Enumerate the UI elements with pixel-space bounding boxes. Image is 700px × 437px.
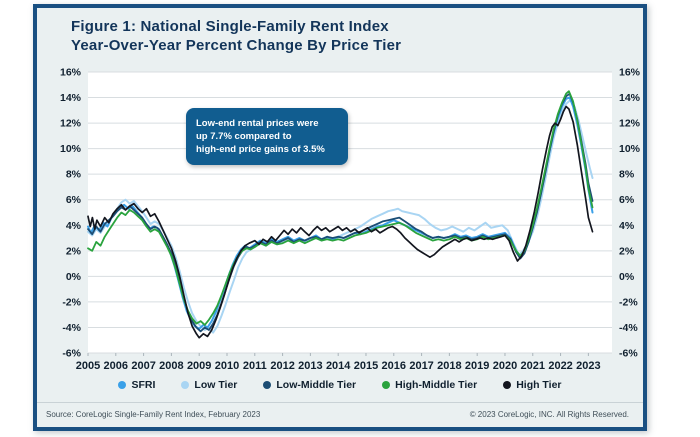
x-axis-label: 2023: [576, 360, 600, 372]
legend-dot-icon: [118, 381, 127, 389]
x-axis-label: 2018: [437, 360, 461, 372]
annotation-line1: Low-end rental prices were: [196, 118, 319, 129]
y-axis-label-right: 12%: [619, 118, 641, 130]
legend-label: High Tier: [516, 379, 562, 391]
legend-label: Low-Middle Tier: [276, 379, 357, 391]
legend-dot-icon: [503, 381, 512, 389]
y-axis-label-right: 16%: [619, 67, 641, 79]
y-axis-label-left: 16%: [60, 67, 82, 79]
x-axis-label: 2009: [187, 360, 211, 372]
y-axis-label-right: 14%: [619, 92, 641, 104]
figure-panel: Figure 1: National Single-Family Rent In…: [33, 4, 647, 431]
figure-title: Figure 1: National Single-Family Rent In…: [71, 17, 401, 55]
x-axis-label: 2010: [215, 360, 239, 372]
y-axis-label-right: 6%: [619, 194, 635, 206]
x-axis-label: 2016: [382, 360, 406, 372]
legend-item-high-middle-tier: High-Middle Tier: [382, 379, 477, 391]
y-axis-label-right: -4%: [619, 322, 638, 334]
plot-area: [88, 72, 612, 353]
y-axis-label-left: -2%: [62, 296, 81, 308]
annotation-line2: up 7.7% compared to: [196, 131, 292, 142]
y-axis-label-left: 14%: [60, 92, 82, 104]
x-axis-label: 2007: [131, 360, 155, 372]
x-axis-label: 2022: [548, 360, 572, 372]
figure-title-line2: Year-Over-Year Percent Change By Price T…: [71, 37, 402, 54]
y-axis-label-left: 6%: [66, 194, 82, 206]
line-chart: 16% 16% 14% 14% 12% 12% 10% 10% 8% 8% 6% 6% 4% 4% 2% 2%…: [60, 67, 641, 373]
series-line-high-tier: [87, 105, 594, 339]
legend-label: High-Middle Tier: [395, 379, 478, 391]
x-axis-label: 2020: [493, 360, 517, 372]
x-axis-label: 2017: [409, 360, 433, 372]
legend: SFRI Low Tier Low-Middle Tier High-Middle T…: [37, 379, 643, 391]
x-axis-label: 2012: [270, 360, 294, 372]
y-axis-label-right: 2%: [619, 245, 635, 257]
y-axis-label-left: 8%: [66, 169, 82, 181]
x-axis-label: 2015: [354, 360, 378, 372]
y-axis-label-right: 4%: [619, 220, 635, 232]
y-axis-label-left: 12%: [60, 118, 82, 130]
x-axis-label: 2011: [243, 360, 267, 372]
y-axis-label-left: 4%: [66, 220, 82, 232]
x-axis-label: 2008: [159, 360, 183, 372]
annotation-line3: high-end price gains of 3.5%: [196, 144, 325, 155]
y-axis-label-right: 10%: [619, 143, 641, 155]
legend-item-sfri: SFRI: [118, 379, 155, 391]
x-axis-label: 2006: [104, 360, 128, 372]
legend-item-low-tier: Low Tier: [181, 379, 237, 391]
legend-label: SFRI: [131, 379, 156, 391]
source-note: Source: CoreLogic Single-Family Rent Ind…: [46, 410, 261, 419]
y-axis-label-left: 10%: [60, 143, 82, 155]
y-axis-label-left: 0%: [66, 271, 82, 283]
x-axis-label: 2013: [298, 360, 322, 372]
x-axis-label: 2005: [76, 360, 100, 372]
figure-title-line1: Figure 1: National Single-Family Rent In…: [71, 18, 389, 35]
x-axis-label: 2014: [326, 360, 351, 372]
y-axis-label-right: -6%: [619, 348, 638, 360]
legend-dot-icon: [263, 381, 272, 389]
legend-item-high-tier: High Tier: [503, 379, 562, 391]
annotation-callout: Low-end rental prices were up 7.7% compa…: [186, 108, 348, 165]
y-axis-label-right: 8%: [619, 169, 635, 181]
legend-item-low-middle-tier: Low-Middle Tier: [263, 379, 356, 391]
y-axis-label-left: -4%: [62, 322, 81, 334]
footer: Source: CoreLogic Single-Family Rent Ind…: [37, 402, 643, 419]
legend-dot-icon: [382, 381, 391, 389]
x-axis-label: 2021: [521, 360, 545, 372]
legend-dot-icon: [181, 381, 190, 389]
y-axis-label-right: 0%: [619, 271, 635, 283]
y-axis-label-left: 2%: [66, 245, 82, 257]
x-axis-label: 2019: [465, 360, 489, 372]
y-axis-label-right: -2%: [619, 296, 638, 308]
copyright-note: © 2023 CoreLogic, INC. All Rights Reserv…: [469, 410, 629, 419]
legend-label: Low Tier: [194, 379, 238, 391]
y-axis-label-left: -6%: [62, 348, 81, 360]
